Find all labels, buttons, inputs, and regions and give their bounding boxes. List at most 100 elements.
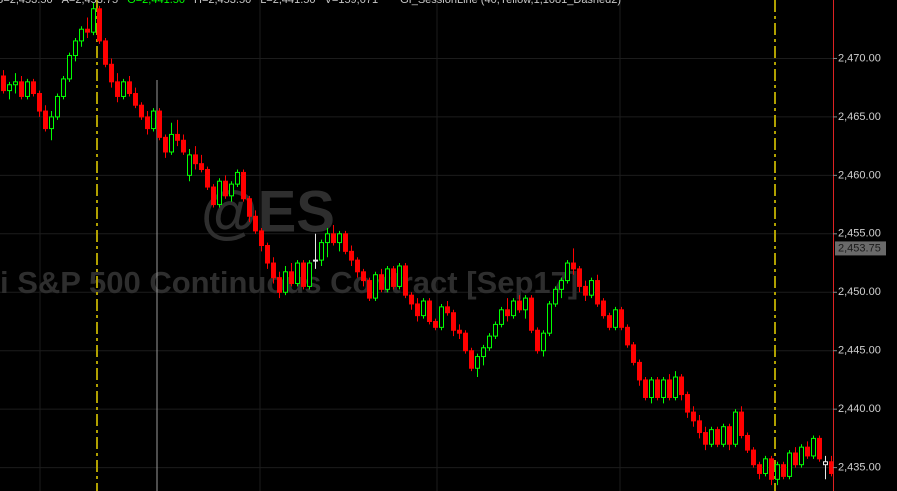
grid [0, 0, 833, 491]
candle-body [289, 271, 294, 284]
candle-body [391, 268, 396, 287]
y-tick-label: 2,445.00 [838, 345, 881, 357]
candle-body [817, 437, 822, 460]
candle-body [367, 280, 372, 299]
candle-body [217, 180, 222, 206]
candle-body [703, 432, 708, 445]
candle-body [403, 265, 408, 296]
candle-body [337, 233, 342, 244]
candle-body [493, 323, 498, 337]
candle-body [361, 271, 366, 282]
y-tick-label: 2,465.00 [838, 111, 881, 123]
candle-body [265, 245, 270, 264]
candle-body [169, 133, 174, 153]
candle-body [463, 332, 468, 352]
header: B=2,453.50 A=2,453.75 O=2,441.50 H=2,453.50… [0, 0, 621, 6]
candle-body [223, 180, 228, 197]
candle-body [13, 81, 18, 86]
candle-body [577, 268, 582, 287]
candle-body [541, 332, 546, 352]
candle-body [331, 233, 336, 244]
candle-body [457, 329, 462, 334]
candle-body [37, 93, 42, 112]
candle-body [67, 55, 72, 80]
candle-body [793, 452, 798, 466]
candle-body [307, 262, 312, 287]
candle-body [643, 379, 648, 398]
candle-body [661, 379, 666, 398]
header-item: B=2,453.50 [0, 0, 53, 6]
candle-body [157, 110, 162, 138]
candle-body [121, 81, 126, 97]
candle-body [445, 306, 450, 314]
candle-body [655, 379, 660, 398]
y-tick-label: 2,455.00 [838, 228, 881, 240]
header-item: L=2,441.50 [260, 0, 315, 6]
candle-body [475, 356, 480, 369]
header-item: H=2,453.50 [194, 0, 251, 6]
candle-body [139, 104, 144, 118]
candle-body [7, 84, 12, 92]
candle-body [319, 242, 324, 261]
candle-body [637, 361, 642, 381]
candle-body [565, 262, 570, 282]
candle-body [301, 262, 306, 287]
candle-body [595, 280, 600, 305]
candle-body [559, 280, 564, 290]
header-item: GI_SessionLine (40,Yellow,1,1081_Dashed2… [400, 0, 621, 6]
candle-body [769, 458, 774, 480]
candle-body [673, 376, 678, 398]
candle-body [55, 95, 60, 118]
candle-body [439, 306, 444, 328]
candle-body [721, 426, 726, 445]
candle-body [205, 169, 210, 188]
candle-body [553, 288, 558, 305]
candle-body [757, 464, 762, 474]
candle-body [631, 344, 636, 363]
candle-body [385, 268, 390, 290]
candle-body [295, 262, 300, 284]
price-axis: 2,470.00 2,465.00 2,460.00 2,455.00 2,450.00… [833, 52, 886, 474]
candle-body [211, 186, 216, 206]
y-tick-label: 2,460.00 [838, 169, 881, 181]
candle-body [97, 8, 102, 42]
candle-body [175, 133, 180, 141]
candle-body [373, 274, 378, 299]
candle-body [409, 294, 414, 305]
candle-body [277, 277, 282, 293]
candle-body [91, 8, 96, 33]
candle-body [31, 81, 36, 95]
candle-body [145, 116, 150, 130]
candle-body [727, 426, 732, 445]
candle-body [415, 303, 420, 317]
candle-body [397, 265, 402, 287]
candle-body [787, 452, 792, 477]
candle-body [511, 300, 516, 317]
candle-body [733, 411, 738, 445]
candle-body [79, 28, 84, 42]
candle-body [523, 297, 528, 311]
candle-body [247, 198, 252, 217]
candle-body [679, 376, 684, 396]
candle-body [325, 233, 330, 244]
candle-body [421, 300, 426, 317]
candle-body [433, 320, 438, 328]
candle-body [229, 183, 234, 197]
candle-body [49, 116, 54, 130]
candle-body [427, 300, 432, 322]
candle-body [133, 93, 138, 106]
candle-body [115, 81, 120, 97]
candle-body [85, 28, 90, 33]
candle-body [685, 394, 690, 413]
candle-body [109, 63, 114, 83]
candle-body [355, 259, 360, 273]
candle-body [241, 171, 246, 200]
candle-body [649, 379, 654, 398]
candle-body [349, 250, 354, 261]
candle-body [625, 326, 630, 346]
candle-body [691, 411, 696, 422]
candle-body [619, 309, 624, 328]
candle-body [709, 429, 714, 445]
candle-body [283, 271, 288, 293]
